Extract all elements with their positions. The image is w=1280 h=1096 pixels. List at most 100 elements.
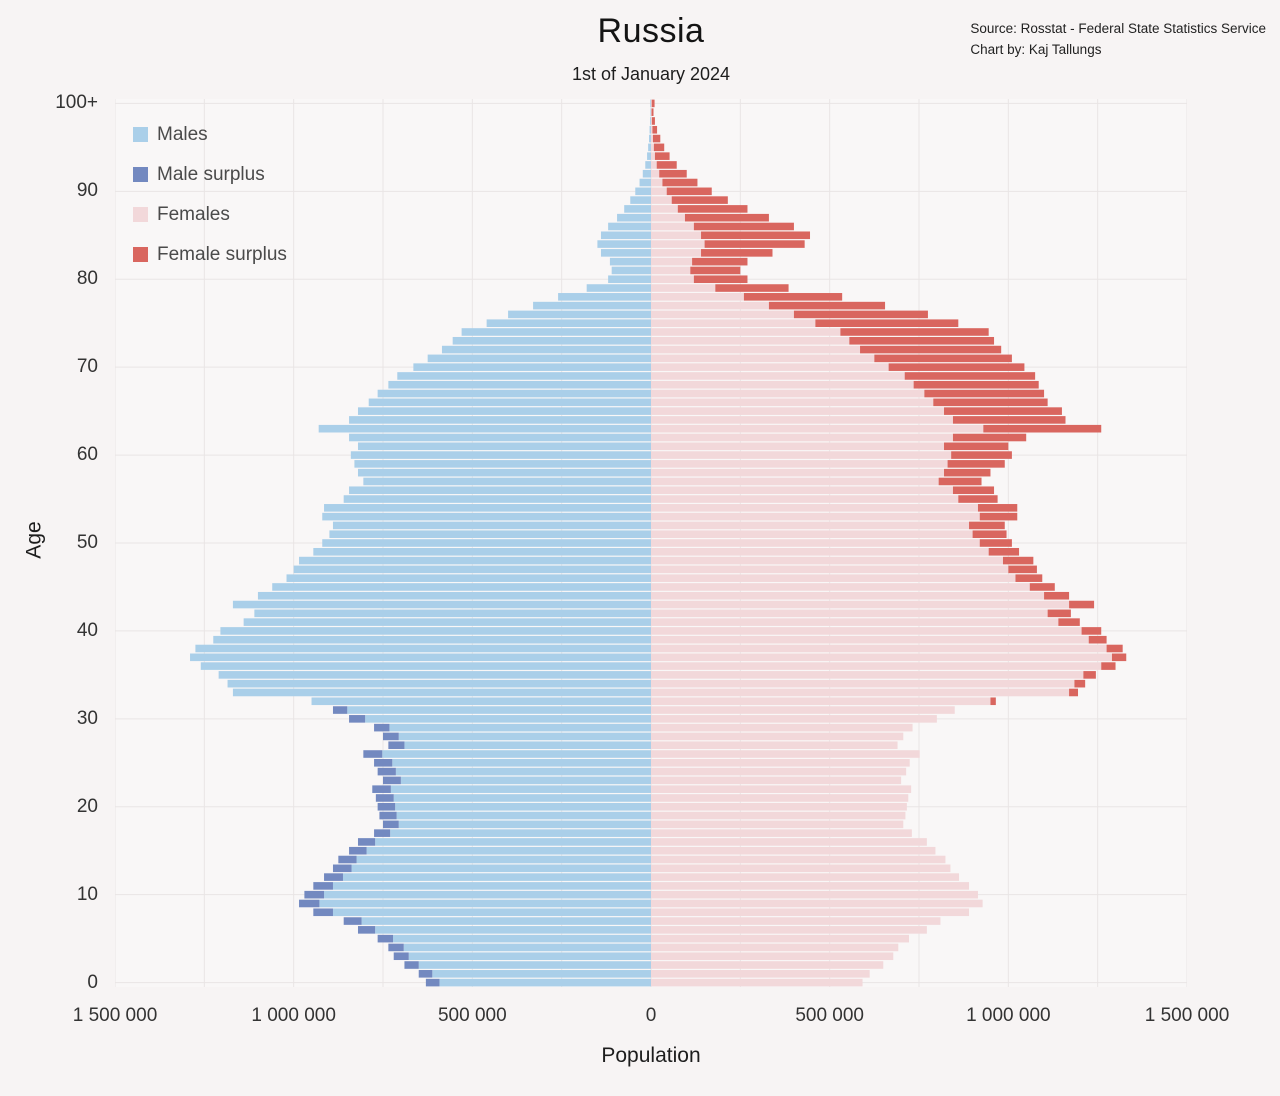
pyramid-bar-segment: [701, 249, 773, 257]
pyramid-bar-segment: [363, 477, 651, 486]
pyramid-bar-segment: [651, 723, 913, 732]
pyramid-bar-segment: [651, 354, 875, 363]
pyramid-bar-segment: [651, 222, 694, 231]
pyramid-bar-segment: [418, 961, 651, 969]
pyramid-bar-segment: [651, 187, 667, 196]
pyramid-bar-segment: [913, 380, 1039, 389]
pyramid-bar-segment: [254, 609, 652, 618]
pyramid-bar-segment: [332, 908, 651, 917]
pyramid-bar-segment: [650, 99, 651, 108]
pyramid-bar-segment: [1083, 671, 1096, 679]
pyramid-bar-segment: [651, 961, 884, 969]
pyramid-bar-segment: [651, 512, 980, 521]
pyramid-bar-segment: [944, 468, 991, 477]
pyramid-bar-segment: [1069, 600, 1095, 609]
pyramid-bar-segment: [651, 890, 978, 899]
pyramid-bar-segment: [650, 108, 651, 116]
pyramid-bar-segment: [374, 759, 393, 767]
pyramid-bar-segment: [1106, 644, 1123, 653]
pyramid-bar-segment: [403, 943, 651, 952]
y-tick-label: 20: [76, 795, 98, 817]
legend-item-females: Females: [133, 202, 287, 227]
pyramid-bar-segment: [651, 398, 934, 407]
chart-legend: Males Male surplus Females Female surplu…: [133, 122, 287, 282]
pyramid-bar-segment: [313, 908, 333, 917]
pyramid-bar-segment: [558, 293, 651, 301]
pyramid-bar-segment: [652, 134, 661, 143]
pyramid-bar-segment: [357, 407, 651, 415]
legend-item-female-surplus: Female surplus: [133, 242, 287, 267]
pyramid-bar-segment: [840, 328, 989, 336]
pyramid-bar-segment: [651, 125, 653, 134]
pyramid-bar-segment: [651, 952, 894, 961]
pyramid-bar-segment: [651, 829, 912, 837]
pyramid-bar-segment: [952, 416, 1066, 424]
pyramid-bar-segment: [651, 934, 909, 943]
legend-label: Females: [157, 203, 230, 225]
pyramid-bar-segment: [652, 125, 658, 134]
pyramid-bar-segment: [651, 310, 794, 319]
pyramid-bar-segment: [651, 855, 946, 864]
pyramid-bar-segment: [377, 934, 394, 943]
pyramid-bar-segment: [651, 556, 1003, 565]
pyramid-bar-segment: [972, 530, 1007, 539]
pyramid-bar-segment: [257, 591, 651, 600]
pyramid-bar-segment: [651, 275, 694, 284]
pyramid-bar-segment: [651, 389, 925, 398]
pyramid-bar-segment: [1008, 565, 1037, 574]
y-tick-label: 40: [76, 619, 98, 641]
males-swatch-icon: [133, 127, 148, 142]
pyramid-bar-segment: [651, 846, 936, 855]
pyramid-bar-segment: [651, 530, 973, 539]
y-tick-label: 70: [76, 356, 98, 378]
pyramid-bar-segment: [533, 301, 651, 310]
pyramid-bar-segment: [684, 213, 769, 222]
pyramid-bar-segment: [651, 565, 1009, 574]
pyramid-bar-segment: [651, 495, 959, 503]
pyramid-bar-segment: [651, 99, 652, 108]
pyramid-bar-segment: [1015, 574, 1043, 582]
pyramid-bar-segment: [651, 108, 652, 116]
pyramid-bar-segment: [357, 926, 376, 934]
pyramid-bar-segment: [651, 653, 1112, 662]
pyramid-bar-segment: [651, 820, 904, 829]
pyramid-bar-segment: [651, 477, 939, 486]
pyramid-bar-segment: [608, 222, 651, 231]
pyramid-bar-segment: [390, 785, 651, 793]
pyramid-bar-segment: [388, 741, 405, 750]
pyramid-bar-segment: [743, 293, 843, 301]
pyramid-bar-segment: [388, 380, 651, 389]
pyramid-bar-segment: [651, 583, 1030, 591]
pyramid-bar-segment: [227, 679, 651, 688]
pyramid-bar-segment: [952, 433, 1027, 442]
pyramid-bar-segment: [332, 706, 348, 714]
pyramid-bar-segment: [651, 547, 989, 556]
pyramid-bar-segment: [651, 99, 655, 108]
pyramid-bar-segment: [356, 855, 651, 864]
pyramid-bar-segment: [651, 266, 691, 275]
pyramid-bar-segment: [849, 336, 995, 345]
pyramid-bar-segment: [351, 864, 651, 873]
pyramid-bar-segment: [425, 978, 440, 987]
pyramid-bar-segment: [651, 873, 960, 881]
pyramid-bar-segment: [958, 495, 998, 503]
legend-label: Female surplus: [157, 243, 287, 265]
pyramid-bar-segment: [651, 970, 870, 978]
pyramid-bar-segment: [651, 864, 951, 873]
pyramid-bar-segment: [322, 512, 651, 521]
pyramid-bar-segment: [988, 547, 1020, 556]
pyramid-bar-segment: [651, 293, 744, 301]
pyramid-bar-segment: [461, 328, 651, 336]
pyramid-bar-segment: [395, 767, 651, 776]
pyramid-bar-segment: [651, 504, 978, 512]
pyramid-bar-segment: [393, 794, 651, 802]
pyramid-bar-segment: [651, 328, 841, 336]
male-surplus-swatch-icon: [133, 167, 148, 182]
pyramid-bar-segment: [815, 319, 959, 327]
pyramid-bar-segment: [243, 618, 651, 626]
pyramid-bar-segment: [651, 416, 953, 424]
pyramid-bar-segment: [343, 495, 651, 503]
pyramid-bar-segment: [651, 882, 970, 890]
pyramid-bar-segment: [651, 152, 655, 160]
